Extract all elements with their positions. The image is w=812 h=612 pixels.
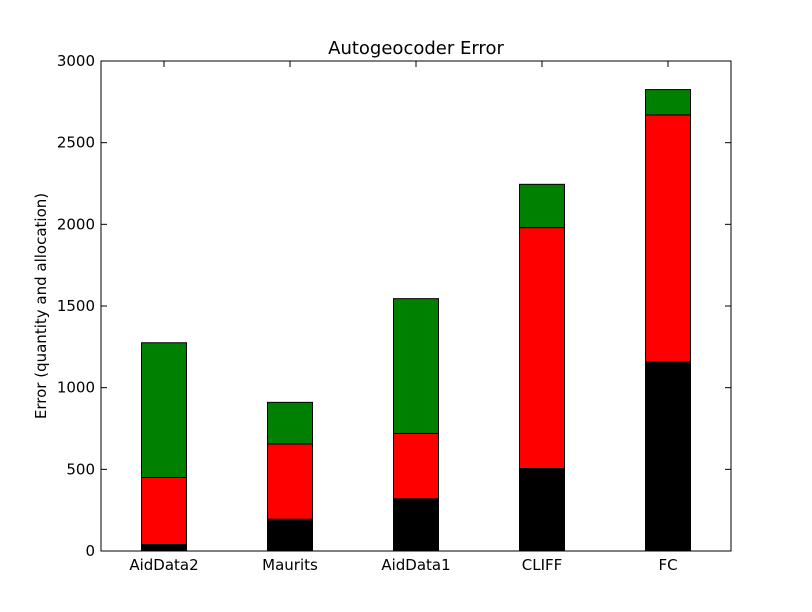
- y-tick-label: 2000: [57, 215, 95, 233]
- bar-segment-CLIFF-2: [519, 183, 565, 229]
- x-tick-label: AidData1: [381, 556, 450, 574]
- y-tick-label: 3000: [57, 52, 95, 70]
- bar-segment-AidData2-2: [141, 342, 187, 478]
- x-tick-label: Maurits: [262, 556, 318, 574]
- bar-segment-FC-2: [645, 89, 691, 116]
- y-tick-label: 1500: [57, 297, 95, 315]
- bar-segment-AidData1-1: [393, 432, 439, 500]
- bar-segment-Maurits-2: [267, 401, 313, 445]
- bar-segment-Maurits-1: [267, 443, 313, 520]
- y-tick-label: 500: [66, 460, 95, 478]
- x-tick-label: FC: [658, 556, 677, 574]
- bars-group: [141, 89, 691, 552]
- y-axis: 0 500 1000 1500 2000 2500 3000: [57, 52, 731, 560]
- chart-title: Autogeocoder Error: [328, 38, 504, 59]
- y-tick-label: 2500: [57, 134, 95, 152]
- bar-segment-AidData1-0: [393, 498, 439, 552]
- y-tick-label: 1000: [57, 379, 95, 397]
- y-tick-label: 0: [85, 542, 95, 560]
- x-tick-label: AidData2: [129, 556, 198, 574]
- x-axis: AidData2 Maurits AidData1 CLIFF FC: [129, 61, 678, 574]
- bar-segment-AidData2-1: [141, 477, 187, 545]
- y-axis-label: Error (quantity and allocation): [32, 193, 50, 419]
- x-tick-label: CLIFF: [522, 556, 563, 574]
- bar-segment-CLIFF-1: [519, 227, 565, 470]
- bar-segment-CLIFF-0: [519, 468, 565, 552]
- bar-segment-AidData1-2: [393, 298, 439, 434]
- bar-segment-FC-0: [645, 361, 691, 552]
- bar-segment-FC-1: [645, 114, 691, 363]
